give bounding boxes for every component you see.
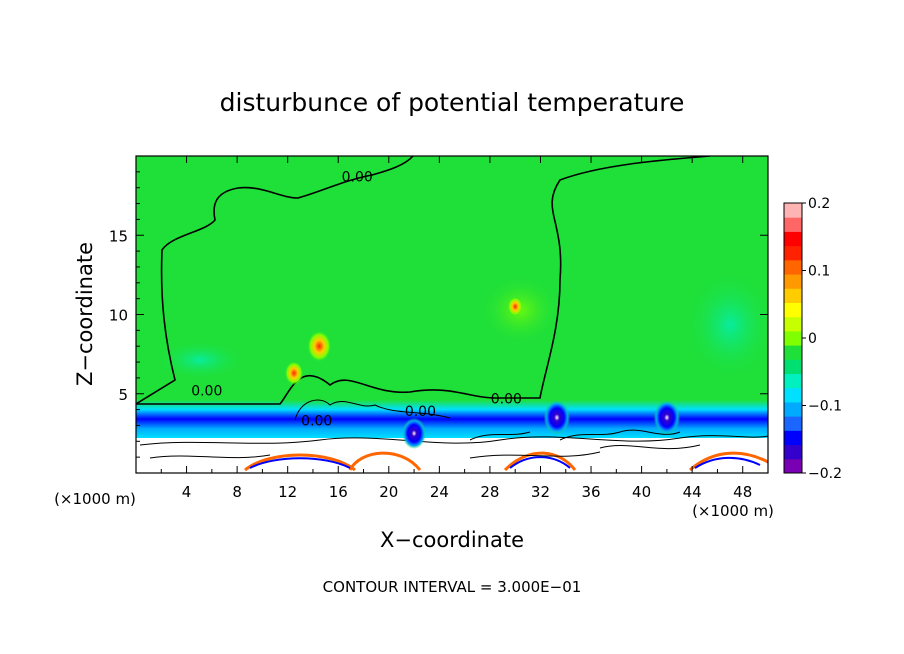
colorbar-swatch-16 [784, 231, 802, 247]
colorbar-label-4: −0.2 [808, 466, 842, 482]
colorbar-swatch-12 [784, 288, 802, 303]
colorbar-swatch-1 [784, 444, 802, 460]
surface-contour [139, 435, 768, 446]
contour-label-1: 0.00 [191, 383, 222, 399]
cold-streak [249, 456, 761, 469]
colorbar-label-2: 0 [808, 331, 817, 347]
x-tick-label-24: 24 [430, 483, 449, 501]
y-tick-label-15: 15 [109, 227, 128, 245]
zero-contour-left [136, 156, 414, 405]
surface-contour-2 [149, 444, 701, 459]
anomaly-3 [402, 417, 427, 449]
y-tick-label-5: 5 [118, 386, 128, 404]
x-unit-right: (×1000 m) [692, 502, 774, 520]
y-axis: 5 10 15 [109, 171, 768, 458]
colorbar-swatch-9 [784, 330, 802, 346]
x-tick-label-20: 20 [379, 483, 398, 501]
colorbar-swatch-4 [784, 401, 802, 417]
x-tick-label-12: 12 [278, 483, 297, 501]
contour-interval-footer: CONTOUR INTERVAL = 3.000E−01 [323, 578, 582, 596]
x-tick-label-16: 16 [329, 483, 348, 501]
y-tick-label-10: 10 [109, 307, 128, 325]
x-tick-label-32: 32 [531, 483, 550, 501]
anomaly-1 [284, 361, 304, 386]
colorbar-swatch-6 [784, 373, 802, 389]
colorbar-label-1: 0.1 [808, 264, 830, 280]
contour-label-layer: 0.00 0.00 0.00 0.00 0.00 [191, 169, 522, 429]
cyan-region-left [155, 340, 245, 380]
cyan-region [685, 270, 768, 380]
boundary-layer [136, 438, 768, 473]
plot-area [136, 156, 768, 473]
colorbar-swatch-17 [784, 217, 802, 232]
x-tick-label-4: 4 [182, 483, 192, 501]
contour-label-3: 0.00 [405, 404, 436, 420]
x-tick-label-36: 36 [581, 483, 600, 501]
y-axis-label: Z−coordinate [73, 242, 97, 386]
colorbar-swatch-2 [784, 430, 802, 446]
x-axis: 4 8 12 16 20 24 28 32 36 40 44 48 [160, 156, 752, 501]
colorbar-swatch-13 [784, 274, 802, 289]
x-axis-label: X−coordinate [380, 528, 524, 552]
colorbar-swatch-7 [784, 359, 802, 375]
colorbar-swatch-0 [784, 458, 802, 474]
contour-label-2: 0.00 [301, 413, 332, 429]
x-tick-label-28: 28 [480, 483, 499, 501]
x-tick-label-48: 48 [733, 483, 752, 501]
colorbar-swatch-14 [784, 259, 802, 275]
anomaly-5 [653, 400, 681, 435]
anomaly-4 [543, 400, 571, 435]
x-tick-label-40: 40 [632, 483, 651, 501]
colorbar-swatch-18 [784, 203, 802, 218]
colorbar-label-0: 0.2 [808, 196, 830, 212]
zero-contour-right [136, 156, 711, 405]
contour-label-0: 0.00 [342, 169, 373, 185]
warm-streak [244, 451, 768, 472]
colorbar-swatch-5 [784, 387, 802, 403]
anomaly-layer [284, 296, 681, 449]
colorbar-swatch-8 [784, 345, 802, 360]
x-tick-label-8: 8 [232, 483, 242, 501]
colorbar-swatch-15 [784, 245, 802, 261]
colorbar-swatch-10 [784, 316, 802, 332]
colorbar: 0.2 0.1 0 −0.1 −0.2 [783, 196, 842, 482]
anomaly-2 [507, 296, 523, 317]
colorbar-label-3: −0.1 [808, 399, 842, 415]
anomaly-0 [307, 330, 332, 362]
x-tick-label-44: 44 [683, 483, 702, 501]
colorbar-swatch-11 [784, 302, 802, 318]
contour-label-4: 0.00 [491, 391, 522, 407]
chart-title: disturbunce of potential temperature [220, 88, 685, 117]
inner-contours [294, 399, 681, 441]
colorbar-swatch-3 [784, 416, 802, 431]
x-unit-left: (×1000 m) [54, 490, 136, 508]
